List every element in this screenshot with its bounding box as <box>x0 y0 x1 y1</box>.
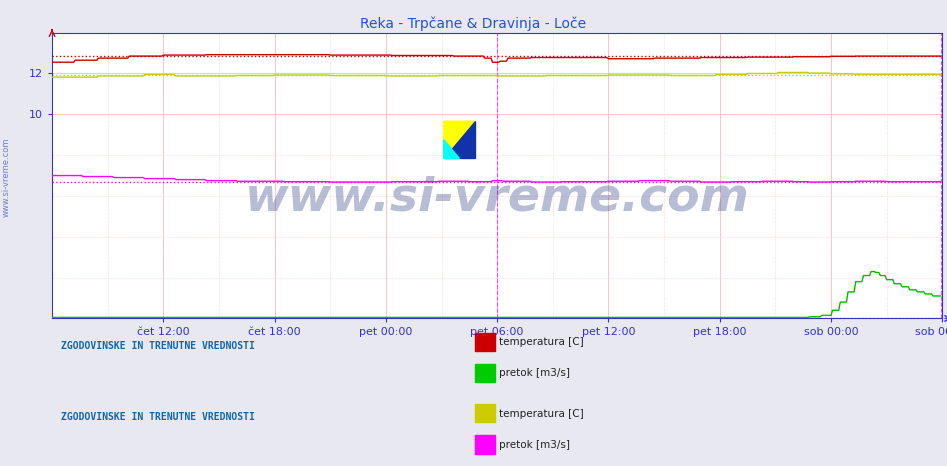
Bar <box>475 404 494 422</box>
Text: ZGODOVINSKE IN TRENUTNE VREDNOSTI: ZGODOVINSKE IN TRENUTNE VREDNOSTI <box>61 412 255 422</box>
Polygon shape <box>444 140 459 158</box>
Bar <box>475 435 494 453</box>
Text: Reka - Trpčane & Dravinja - Loče: Reka - Trpčane & Dravinja - Loče <box>361 16 586 31</box>
Polygon shape <box>444 121 475 158</box>
Text: pretok [m3/s]: pretok [m3/s] <box>499 440 570 450</box>
Bar <box>475 333 494 351</box>
Bar <box>475 364 494 382</box>
Text: www.si-vreme.com: www.si-vreme.com <box>2 137 11 217</box>
Text: temperatura [C]: temperatura [C] <box>499 409 583 418</box>
Text: www.si-vreme.com: www.si-vreme.com <box>244 176 750 221</box>
Text: temperatura [C]: temperatura [C] <box>499 337 583 347</box>
Polygon shape <box>444 121 475 158</box>
Text: ZGODOVINSKE IN TRENUTNE VREDNOSTI: ZGODOVINSKE IN TRENUTNE VREDNOSTI <box>61 341 255 351</box>
Text: pretok [m3/s]: pretok [m3/s] <box>499 368 570 378</box>
